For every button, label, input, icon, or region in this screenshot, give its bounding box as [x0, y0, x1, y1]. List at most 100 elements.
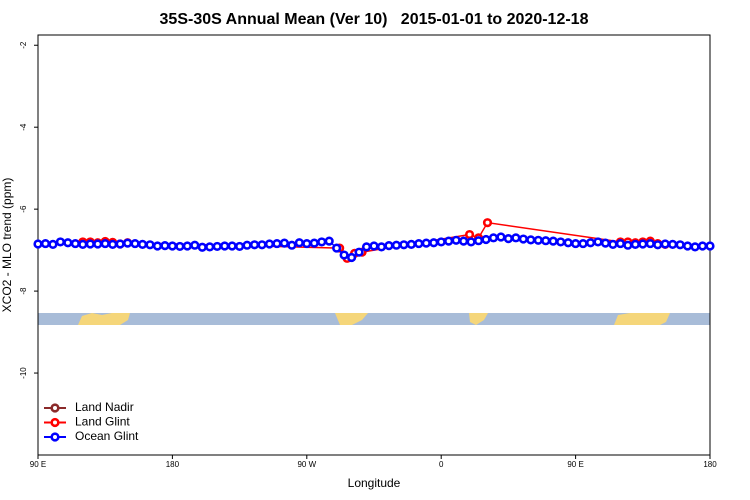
data-point: [227, 241, 237, 251]
data-point: [482, 218, 493, 228]
data-point: [55, 237, 66, 247]
data-point: [48, 239, 58, 249]
y-tick-label: -8: [19, 287, 28, 295]
data-point: [630, 239, 640, 249]
data-point: [287, 240, 297, 250]
data-point: [197, 242, 207, 252]
data-point: [585, 238, 596, 248]
data-point: [705, 241, 715, 251]
data-point: [511, 233, 521, 243]
data-point: [451, 235, 461, 245]
data-point: [257, 240, 267, 250]
data-point: [391, 240, 402, 250]
x-tick-label: 90 W: [297, 460, 316, 469]
y-tick-label: -2: [19, 41, 28, 49]
data-point: [444, 236, 454, 246]
data-point: [653, 240, 663, 250]
data-point: [108, 239, 118, 249]
data-point: [40, 238, 51, 249]
data-point: [533, 235, 543, 245]
y-axis-label: XCO2 - MLO trend (ppm): [0, 178, 14, 313]
legend-marker: [50, 417, 60, 428]
data-point: [235, 241, 245, 252]
data-point: [466, 237, 476, 247]
data-point: [93, 239, 103, 249]
data-point: [376, 242, 387, 252]
data-point: [623, 240, 633, 250]
data-point: [503, 234, 514, 244]
x-tick-label: 90 E: [30, 460, 46, 469]
data-point: [384, 241, 394, 251]
data-point: [638, 239, 648, 249]
y-tick-label: -10: [19, 367, 28, 379]
land: [614, 313, 670, 325]
data-point: [85, 239, 95, 249]
data-point: [190, 240, 200, 250]
data-point: [115, 239, 125, 249]
data-point: [354, 247, 364, 257]
data-point: [406, 239, 416, 249]
data-point: [212, 241, 222, 252]
data-point: [526, 235, 536, 245]
data-point: [249, 240, 260, 250]
chart-title: 35S-30S Annual Mean (Ver 10) 2015-01-01 …: [160, 11, 589, 28]
data-point: [421, 238, 431, 248]
data-point: [668, 239, 678, 249]
data-point: [167, 241, 177, 251]
data-point: [152, 241, 163, 251]
data-point: [675, 240, 685, 250]
x-axis-label: Longitude: [348, 476, 401, 490]
data-point: [570, 238, 581, 249]
data-point: [63, 238, 73, 248]
series: [33, 232, 715, 263]
data-point: [548, 236, 558, 246]
data-point: [578, 238, 588, 249]
y-tick-label: -6: [19, 205, 28, 213]
data-point: [541, 236, 551, 246]
land: [335, 313, 368, 325]
data-point: [593, 237, 603, 247]
x-tick-label: 90 E: [567, 460, 583, 469]
data-point: [481, 234, 491, 245]
data-point: [302, 238, 312, 249]
ocean-band: [38, 313, 710, 325]
legend-marker: [50, 403, 60, 413]
data-point: [563, 238, 573, 248]
data-point: [160, 241, 170, 251]
data-point: [339, 250, 349, 260]
data-point: [122, 238, 133, 248]
data-point: [660, 239, 670, 249]
data-point: [369, 241, 379, 251]
data-point: [496, 232, 506, 242]
data-point: [608, 239, 618, 249]
data-point: [332, 243, 342, 253]
data-point: [264, 239, 275, 249]
data-point: [272, 238, 282, 249]
data-point: [145, 240, 155, 250]
data-point: [100, 238, 110, 249]
data-point: [414, 238, 424, 249]
data-point: [473, 236, 484, 246]
data-point: [220, 241, 230, 251]
data-point: [518, 234, 528, 244]
data-point: [33, 239, 43, 249]
data-point: [600, 238, 611, 248]
data-point: [697, 241, 708, 251]
data-point: [459, 236, 469, 246]
x-tick-label: 180: [166, 460, 180, 469]
data-point: [309, 238, 319, 248]
data-point: [317, 237, 327, 247]
y-tick-label: -4: [19, 123, 28, 131]
data-point: [556, 237, 566, 247]
data-point: [205, 242, 215, 252]
data-point: [488, 233, 499, 243]
land: [78, 313, 130, 325]
data-point: [242, 240, 252, 250]
data-point: [615, 238, 626, 249]
data-point: [130, 238, 140, 249]
data-point: [324, 236, 334, 246]
data-point: [436, 237, 446, 247]
legend-marker: [50, 432, 60, 442]
data-point: [682, 241, 693, 251]
